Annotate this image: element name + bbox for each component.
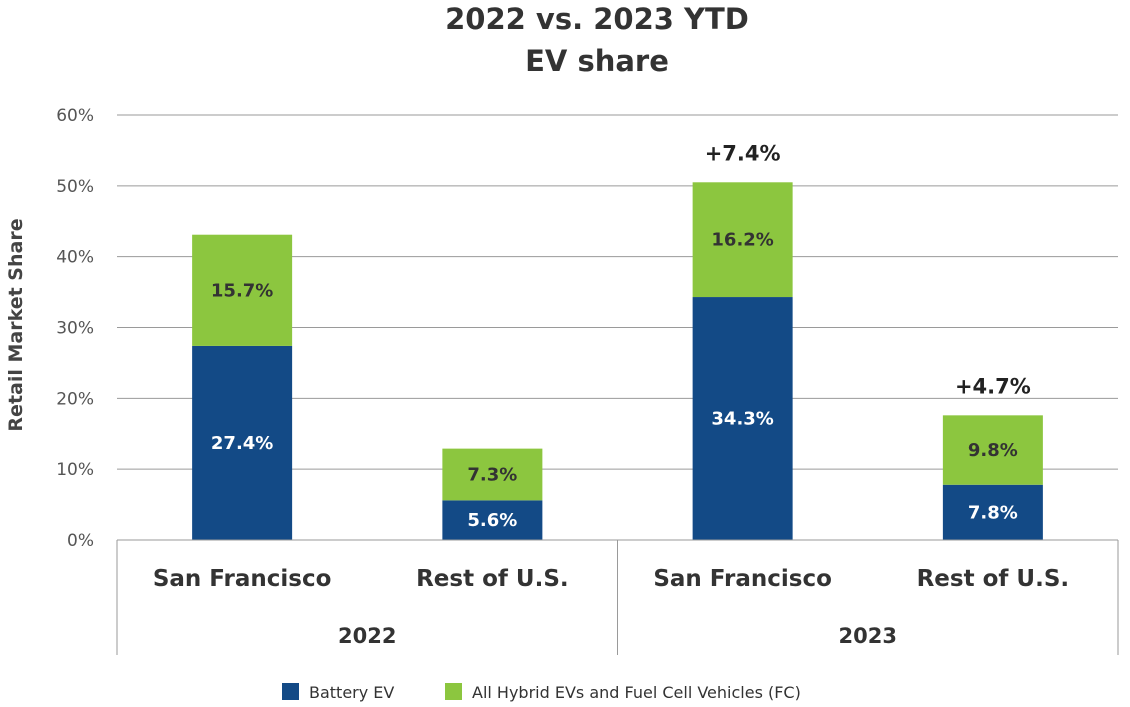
data-label: 16.2% (711, 230, 773, 251)
data-label: 7.8% (968, 502, 1018, 523)
y-tick-label: 50% (56, 177, 94, 197)
y-tick-label: 40% (56, 248, 94, 268)
bar-segment (192, 345, 293, 540)
data-label: 27.4% (211, 433, 273, 454)
legend-entry: All Hybrid EVs and Fuel Cell Vehicles (F… (472, 683, 801, 702)
group-label: 2023 (839, 624, 897, 648)
y-tick-labels: 0% 10% 20% 30% 40% 50% 60% (56, 106, 94, 551)
y-tick-label: 30% (56, 319, 94, 339)
y-tick-label: 20% (56, 389, 94, 409)
legend-swatch (282, 683, 299, 700)
bar-segment (442, 448, 543, 501)
y-tick-label: 10% (56, 460, 94, 480)
bar-segment (442, 500, 543, 540)
legend: Battery EV All Hybrid EVs and Fuel Cell V… (282, 683, 801, 702)
bar-segment (192, 234, 293, 346)
chart-title-line-1: 2022 vs. 2023 YTD (445, 2, 749, 36)
data-label: 5.6% (467, 510, 517, 531)
category-label: Rest of U.S. (416, 566, 569, 592)
legend-swatch (445, 683, 462, 700)
data-label: 9.8% (968, 440, 1018, 461)
group-label: 2022 (338, 624, 396, 648)
data-label: 15.7% (211, 280, 273, 301)
bars: 27.4% 15.7% 5.6% 7.3% 34.3% 16.2% +7.4% 7.8% 9.8… (192, 141, 1043, 540)
change-annotation: +7.4% (705, 141, 781, 165)
y-tick-label: 60% (56, 106, 94, 126)
data-label: 34.3% (711, 409, 773, 430)
bar-segment (692, 182, 793, 298)
category-label: San Francisco (153, 566, 332, 592)
category-axis: San Francisco Rest of U.S. San Francisco Re… (116, 539, 1119, 655)
y-axis-label: Retail Market Share (5, 218, 27, 431)
bar-segment (942, 415, 1043, 485)
category-label: Rest of U.S. (917, 566, 1070, 592)
legend-entry: Battery EV (309, 683, 394, 702)
data-label: 7.3% (467, 464, 517, 485)
bar-segment (692, 297, 793, 540)
category-label: San Francisco (653, 566, 832, 592)
y-tick-label: 0% (67, 531, 94, 551)
chart-title-line-2: EV share (525, 44, 669, 78)
bar-segment (942, 484, 1043, 540)
change-annotation: +4.7% (955, 374, 1031, 398)
